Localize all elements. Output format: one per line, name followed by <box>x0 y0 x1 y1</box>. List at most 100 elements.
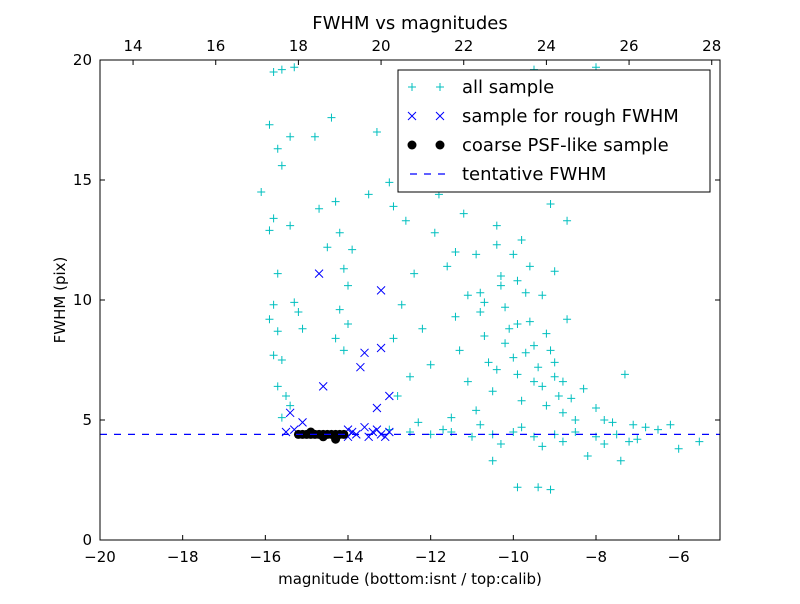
all-sample-point <box>571 416 580 424</box>
all-sample-point <box>335 228 344 237</box>
x-tick-label: −8 <box>585 548 607 566</box>
all-sample-point <box>294 308 303 316</box>
all-sample-point <box>554 392 563 400</box>
all-sample-point <box>389 202 398 211</box>
all-sample-point <box>567 394 576 403</box>
top-x-tick-label: 14 <box>124 37 143 55</box>
all-sample-point <box>600 440 609 448</box>
all-sample-point <box>335 305 344 314</box>
all-sample-point <box>546 346 555 355</box>
x-tick-label: −12 <box>415 548 447 566</box>
rough-fwhm-point <box>314 269 324 278</box>
all-sample-point <box>538 291 547 300</box>
legend-circle-icon <box>435 140 445 150</box>
x-tick-label: −18 <box>167 548 199 566</box>
all-sample-point <box>546 485 555 494</box>
all-sample-point <box>265 315 274 324</box>
top-x-tick-label: 22 <box>454 37 473 55</box>
legend-label: sample for rough FWHM <box>462 106 679 127</box>
psf-like-point <box>318 432 328 442</box>
all-sample-point <box>625 437 634 446</box>
all-sample-point <box>414 418 423 427</box>
all-sample-point <box>339 346 348 355</box>
all-sample-point <box>530 341 538 350</box>
all-sample-point <box>447 413 456 422</box>
all-sample-point <box>616 456 625 465</box>
top-x-tick-label: 26 <box>620 37 639 55</box>
all-sample-point <box>534 483 543 492</box>
y-axis-label: FWHM (pix) <box>51 257 69 344</box>
all-sample-point <box>534 363 543 372</box>
top-x-tick-label: 20 <box>372 37 391 55</box>
y-tick-label: 0 <box>82 531 92 549</box>
all-sample-point <box>525 262 534 271</box>
all-sample-point <box>344 281 352 290</box>
all-sample-point <box>496 440 505 448</box>
all-sample-point <box>517 396 526 405</box>
all-sample-point <box>286 132 295 141</box>
all-sample-point <box>430 228 439 237</box>
all-sample-point <box>277 356 286 364</box>
all-sample-point <box>579 384 588 393</box>
all-sample-point <box>496 272 505 280</box>
all-sample-point <box>563 216 572 225</box>
all-sample-point <box>550 267 559 276</box>
all-sample-point <box>492 221 501 230</box>
all-sample-point <box>501 303 510 312</box>
all-sample-point <box>633 435 642 444</box>
all-sample-point <box>401 216 410 225</box>
all-sample-point <box>339 264 348 273</box>
rough-fwhm-point <box>318 382 328 391</box>
all-sample-point <box>563 315 572 324</box>
top-x-tick-label: 24 <box>537 37 556 55</box>
all-sample-point <box>257 188 266 196</box>
all-sample-point <box>468 432 476 441</box>
legend-plus-icon <box>408 83 416 91</box>
all-sample-point <box>397 300 406 309</box>
all-sample-point <box>492 365 501 374</box>
x-axis-label: magnitude (bottom:isnt / top:calib) <box>278 570 542 588</box>
all-sample-point <box>546 200 555 208</box>
all-sample-point <box>501 339 510 348</box>
all-sample-point <box>521 288 530 297</box>
all-sample-point <box>654 425 662 434</box>
all-sample-point <box>571 428 580 436</box>
all-sample-point <box>443 262 452 271</box>
all-sample-point <box>426 360 435 369</box>
all-sample-point <box>393 392 402 400</box>
all-sample-point <box>315 204 324 213</box>
all-sample-point <box>273 269 282 278</box>
all-sample-point <box>286 221 295 230</box>
x-tick-label: −16 <box>250 548 282 566</box>
all-sample-point <box>513 483 522 492</box>
all-sample-point <box>451 248 460 256</box>
all-sample-point <box>265 120 274 129</box>
legend-label: coarse PSF-like sample <box>462 135 669 156</box>
all-sample-point <box>600 416 609 424</box>
all-sample-point <box>451 312 460 321</box>
all-sample-point <box>476 420 485 429</box>
all-sample-point <box>282 392 290 400</box>
x-tick-label: −10 <box>498 548 530 566</box>
all-sample-point <box>269 300 278 309</box>
all-sample-point <box>484 358 493 367</box>
all-sample-point <box>674 444 683 453</box>
all-sample-point <box>273 327 282 336</box>
all-sample-point <box>310 132 319 141</box>
all-sample-point <box>517 423 526 432</box>
all-sample-point <box>480 298 489 307</box>
all-sample-point <box>641 423 650 432</box>
all-sample-point <box>509 250 518 259</box>
legend: all sample sample for rough FWHM coarse PS… <box>397 69 711 193</box>
all-sample-point <box>513 370 522 379</box>
all-sample-point <box>385 178 394 187</box>
rough-fwhm-point <box>376 343 386 353</box>
rough-fwhm-point <box>372 403 382 413</box>
legend-x-icon <box>407 111 417 121</box>
rough-fwhm-point <box>285 408 295 418</box>
all-sample-point <box>439 425 448 434</box>
legend-x-icon <box>435 111 445 121</box>
psf-like-point <box>306 427 316 437</box>
legend-circle-icon <box>407 140 417 150</box>
all-sample-point <box>550 372 559 381</box>
